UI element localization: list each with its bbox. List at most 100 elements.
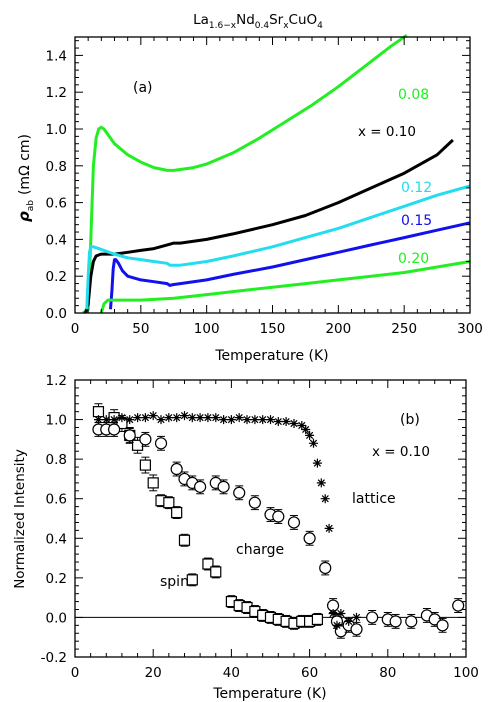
- charge-point: [107, 423, 121, 436]
- series-x-0.08: [82, 33, 408, 315]
- lattice-point: [320, 494, 330, 504]
- panel-b-label: (b): [400, 412, 420, 428]
- lattice-point: [273, 417, 283, 426]
- panel-a-xtick-label: 100: [194, 321, 220, 337]
- panel-b-xtick-label: 40: [223, 665, 240, 681]
- panel-a-ytick-label: 1.2: [46, 85, 67, 101]
- panel-b-ytick-label: 1.2: [46, 373, 67, 389]
- spin-point: [147, 477, 159, 489]
- label-lattice: lattice: [352, 491, 396, 507]
- lattice-point: [344, 616, 354, 626]
- title-sub-3: x: [283, 21, 289, 31]
- lattice-point: [172, 413, 182, 423]
- panel-a-label: (a): [133, 80, 153, 96]
- lattice-point: [281, 417, 291, 426]
- lattice-point: [180, 411, 189, 421]
- panel-a: 0 50 100 150 200 250 300 0.0 0.2 0.4 0.6 0.8 1.0 1.2 1…: [15, 33, 483, 364]
- charge-point: [405, 615, 418, 628]
- lattice-point: [266, 415, 275, 425]
- rho-symbol: ρ: [15, 211, 33, 222]
- lattice-point: [125, 415, 135, 425]
- spin-point: [178, 534, 191, 546]
- spin-point: [202, 558, 214, 570]
- charge-point: [123, 429, 136, 442]
- title-nd: Nd: [236, 12, 255, 28]
- lattice-point: [195, 413, 205, 423]
- label-x-0.10: x = 0.10: [358, 124, 416, 140]
- lattice-point: [234, 413, 244, 423]
- spin-point: [210, 566, 222, 578]
- lattice-point: [109, 415, 119, 425]
- panel-b-xtick-label: 80: [379, 665, 396, 681]
- panel-b-ytick-label: 0.8: [46, 452, 67, 468]
- title-sub-1: 1.6−x: [209, 21, 237, 31]
- label-0.12: 0.12: [401, 180, 432, 196]
- spin-point: [186, 574, 198, 586]
- panel-b-ytick-label: -0.2: [41, 650, 67, 666]
- lattice-point: [101, 415, 111, 425]
- charge-point: [272, 510, 285, 523]
- title-cuo: CuO: [289, 12, 318, 28]
- panel-b-ytick-label: 0.6: [46, 492, 67, 508]
- charge-point: [154, 437, 168, 450]
- charge-point: [194, 480, 207, 493]
- lattice-point: [336, 609, 346, 618]
- charge-point: [139, 433, 152, 446]
- series-x-0.20: [99, 260, 471, 314]
- lattice-point: [324, 523, 334, 533]
- lattice-point: [328, 609, 338, 618]
- panel-a-ytick-label: 0.4: [46, 232, 67, 248]
- label-charge: charge: [236, 542, 284, 558]
- panel-b-xtick-label: 60: [301, 665, 318, 681]
- title-sub-4: 4: [317, 21, 323, 31]
- lattice-point: [297, 421, 307, 430]
- lattice-point: [117, 413, 127, 423]
- panel-b-xtick-label: 20: [145, 665, 162, 681]
- spin-point: [171, 506, 183, 519]
- lattice-point: [352, 612, 361, 622]
- lattice-point: [309, 438, 318, 448]
- figure-title: La1.6−xNd0.4SrxCuO4: [193, 12, 323, 31]
- charge-point: [436, 619, 449, 632]
- charge-point: [287, 516, 301, 529]
- label-spin: spin: [160, 574, 189, 590]
- lattice-point: [312, 458, 322, 468]
- panel-a-series: [82, 33, 471, 315]
- rho-units: (mΩ cm): [17, 134, 33, 195]
- series-x-0.10: [84, 138, 454, 314]
- lattice-point: [94, 415, 103, 425]
- panel-a-ytick-label: 0.8: [46, 159, 67, 175]
- lattice-point: [301, 425, 311, 434]
- spin-point: [131, 439, 144, 451]
- panel-b-frame: [74, 379, 467, 658]
- panel-b-ytick-label: 0.2: [46, 571, 67, 587]
- panel-b-series: [92, 403, 465, 639]
- lattice-point: [226, 415, 236, 425]
- rho-subscript: ab: [26, 200, 36, 212]
- lattice-point: [148, 411, 158, 421]
- label-0.08: 0.08: [398, 87, 429, 103]
- panel-a-xtick-label: 50: [132, 321, 149, 337]
- panel-a-xtick-label: 150: [260, 321, 286, 337]
- panel-a-xtick-label: 250: [391, 321, 417, 337]
- title-sub-2: 0.4: [255, 21, 270, 31]
- panel-a-x-label: Temperature (K): [214, 348, 328, 364]
- charge-point: [319, 561, 332, 575]
- spin-point: [163, 497, 175, 509]
- lattice-point: [219, 415, 229, 425]
- lattice-point: [133, 413, 143, 423]
- lattice-point: [258, 415, 268, 425]
- panel-b-ytick-label: 0.4: [46, 531, 67, 547]
- panel-a-xtick-label: 0: [71, 321, 80, 337]
- lattice-point: [289, 419, 299, 428]
- lattice-point: [305, 430, 315, 440]
- lattice-point: [203, 413, 213, 423]
- lattice-point: [332, 620, 342, 630]
- panel-a-ytick-label: 0.0: [46, 306, 67, 322]
- panel-b-xtick-label: 100: [453, 665, 479, 681]
- panel-a-ytick-label: 1.4: [46, 48, 67, 64]
- spin-point: [311, 613, 324, 626]
- title-la: La: [193, 12, 209, 28]
- charge-point: [217, 480, 230, 493]
